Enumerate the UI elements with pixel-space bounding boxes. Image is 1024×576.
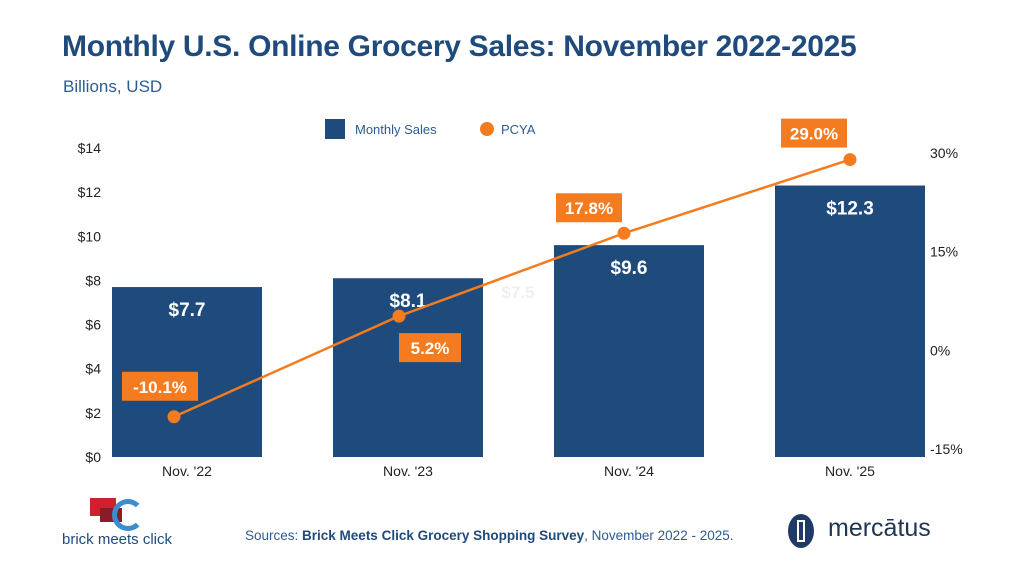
chart-subtitle: Billions, USD [63,77,163,96]
pcya-label: 5.2% [411,339,450,358]
pcya-point [843,153,857,167]
pcya-point [617,226,631,240]
bar-label: $9.6 [611,258,648,279]
bar-3 [775,185,925,457]
chart-title: Monthly U.S. Online Grocery Sales: Novem… [62,30,857,63]
legend-swatch-monthly-sales [325,119,345,139]
x-tick-label: Nov. '22 [162,463,212,479]
mercatus-text: mercātus [828,514,931,542]
pcya-label: 17.8% [565,199,613,218]
legend-label-pcya: PCYA [501,122,536,137]
x-tick-label: Nov. '23 [383,463,433,479]
sources-prefix: Sources: [245,528,303,543]
left-tick-label: $10 [78,228,102,244]
left-tick-label: $14 [78,140,102,156]
pcya-point [167,410,181,424]
pcya-label-box [122,371,198,401]
pcya-label-box [781,118,847,148]
brick-meets-click-text: brick meets click [62,531,173,548]
left-tick-label: $0 [85,449,101,465]
pcya-point [392,309,406,323]
right-tick-label: -15% [930,441,963,457]
ghost-label: $7.5 [501,283,534,302]
x-tick-label: Nov. '25 [825,463,875,479]
left-tick-label: $6 [85,317,101,333]
left-tick-label: $4 [85,361,101,377]
left-tick-label: $2 [85,405,101,421]
left-tick-label: $12 [78,184,102,200]
bar-label: $8.1 [390,291,427,312]
pcya-label-box [556,193,622,223]
right-tick-label: 15% [930,244,958,260]
right-tick-label: 30% [930,145,958,161]
legend-label-monthly-sales: Monthly Sales [355,122,437,137]
right-tick-label: 0% [930,342,950,358]
bar-1 [333,278,483,457]
pcya-label: 29.0% [790,125,838,144]
bar-2 [554,245,704,457]
sources-note: Sources: Brick Meets Click Grocery Shopp… [245,528,733,543]
x-tick-label: Nov. '24 [604,463,654,479]
legend-swatch-pcya [480,122,494,136]
sources-bold: Brick Meets Click Grocery Shopping Surve… [302,528,585,543]
bar-label: $7.7 [169,300,206,321]
bar-label: $12.3 [826,199,874,220]
pcya-label-box [399,333,461,363]
left-tick-label: $8 [85,272,101,288]
pcya-label: -10.1% [133,378,187,397]
sources-suffix: , November 2022 - 2025. [584,528,734,543]
pcya-line [173,158,851,418]
